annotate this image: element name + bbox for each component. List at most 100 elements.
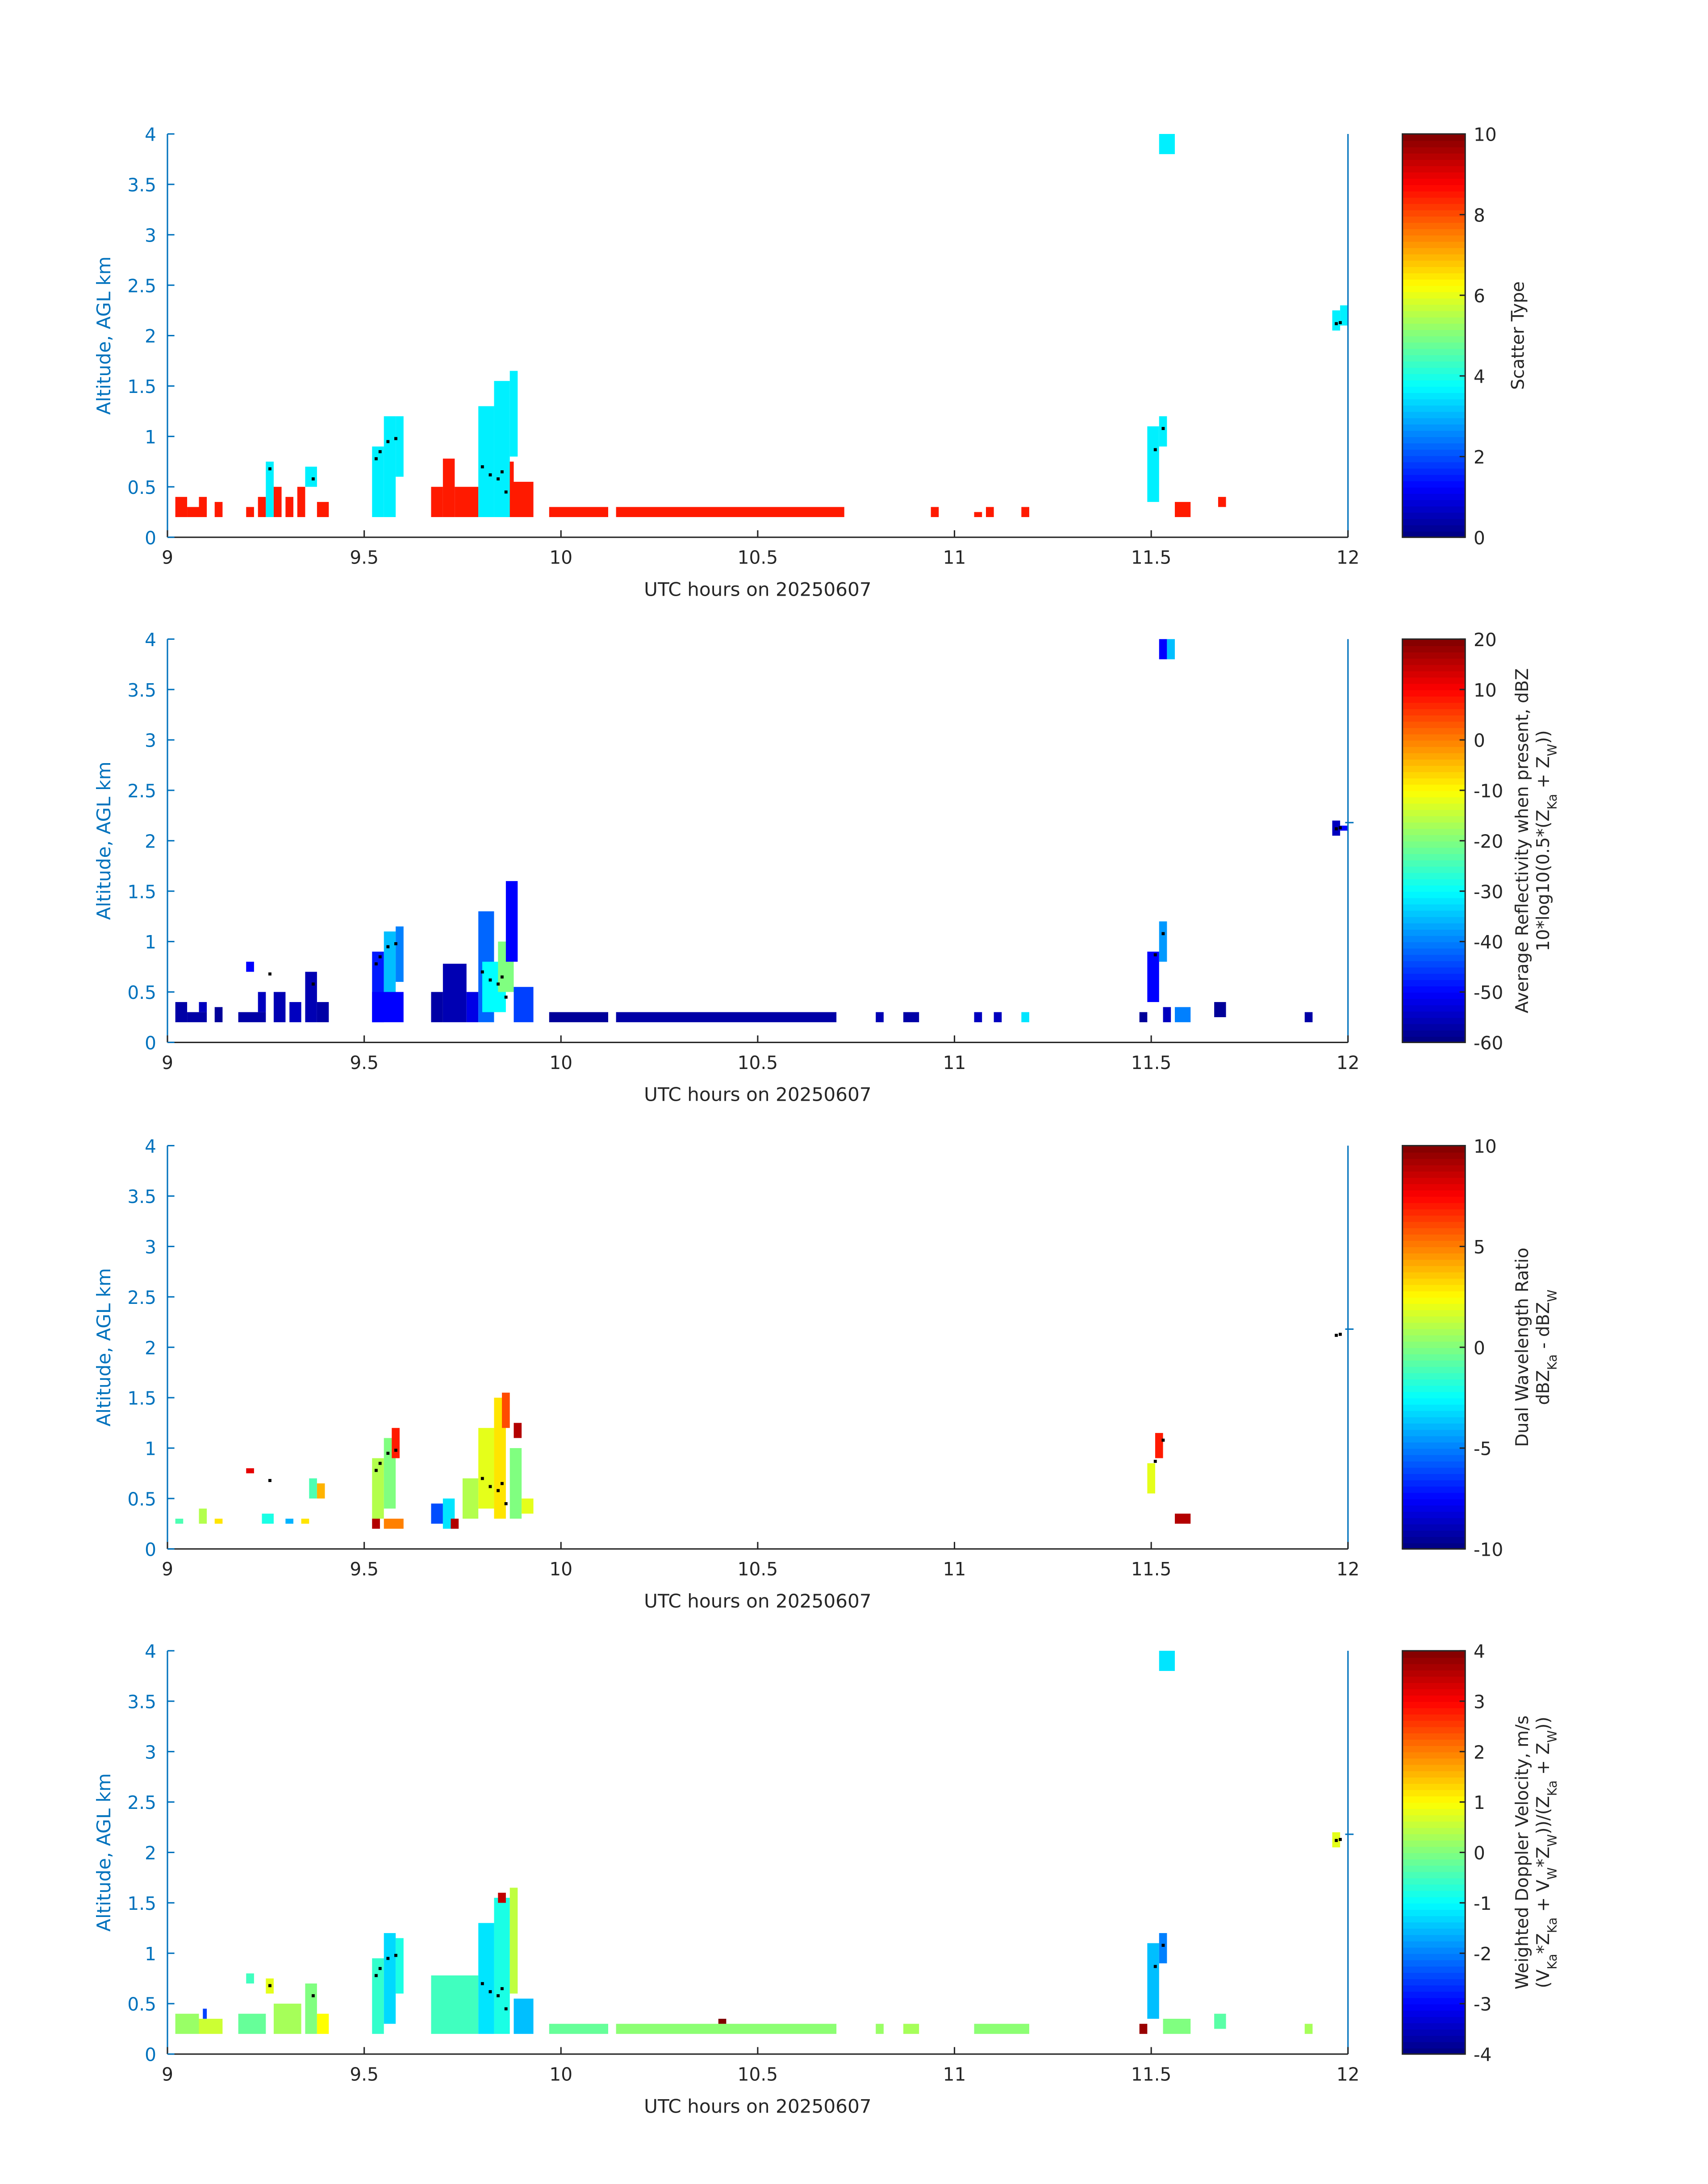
colorbar-swatch bbox=[1402, 897, 1466, 905]
heatmap-cell bbox=[1159, 1650, 1175, 1671]
colorbar-tick-label: 0 bbox=[1474, 1337, 1485, 1359]
y-tick-label: 4 bbox=[145, 1136, 156, 1157]
heatmap-cell bbox=[478, 1428, 494, 1509]
heatmap-cell bbox=[175, 497, 188, 517]
heatmap-cell bbox=[199, 1508, 207, 1524]
track-point bbox=[374, 1974, 378, 1977]
track-point bbox=[311, 477, 315, 480]
colorbar-tick-label: 3 bbox=[1474, 1691, 1485, 1712]
colorbar-swatch bbox=[1402, 1183, 1466, 1190]
y-tick-label: 2.5 bbox=[127, 275, 156, 296]
colorbar-swatch bbox=[1402, 1695, 1466, 1702]
y-tick-label: 4 bbox=[145, 1641, 156, 1662]
x-tick-label: 9.5 bbox=[350, 547, 379, 568]
track-point bbox=[394, 437, 397, 440]
colorbar-swatch bbox=[1402, 670, 1466, 678]
colorbar-swatch bbox=[1402, 1196, 1466, 1203]
x-tick-label: 11 bbox=[943, 1558, 966, 1580]
colorbar-tick-label: -60 bbox=[1474, 1032, 1503, 1054]
colorbar-swatch bbox=[1402, 645, 1466, 653]
track-point bbox=[1335, 322, 1338, 326]
heatmap-cell bbox=[1147, 426, 1159, 502]
colorbar-swatch bbox=[1402, 424, 1466, 431]
colorbar-swatch bbox=[1402, 828, 1466, 835]
track-point bbox=[504, 2007, 508, 2011]
heatmap-cell bbox=[1155, 1433, 1163, 1458]
y-tick-label: 2 bbox=[145, 1337, 156, 1359]
colorbar-swatch bbox=[1402, 1202, 1466, 1210]
track-point bbox=[311, 1994, 315, 1997]
colorbar-swatch bbox=[1402, 1663, 1466, 1670]
colorbar-swatch bbox=[1402, 1303, 1466, 1311]
x-tick-label: 11 bbox=[943, 547, 966, 568]
track-point bbox=[374, 962, 378, 966]
heatmap-cell bbox=[1167, 639, 1175, 660]
colorbar-swatch bbox=[1402, 1796, 1466, 1803]
heatmap-cell bbox=[285, 497, 293, 517]
colorbar-swatch bbox=[1402, 759, 1466, 766]
colorbar-swatch bbox=[1402, 740, 1466, 747]
colorbar-swatch bbox=[1402, 1385, 1466, 1392]
heatmap-cell bbox=[372, 446, 384, 517]
colorbar-swatch bbox=[1402, 304, 1466, 311]
colorbar-swatch bbox=[1402, 1814, 1466, 1822]
colorbar-swatch bbox=[1402, 474, 1466, 481]
heatmap-cell bbox=[317, 502, 329, 517]
colorbar-swatch bbox=[1402, 1921, 1466, 1929]
track-point bbox=[1153, 953, 1157, 956]
x-tick-label: 10.5 bbox=[738, 2063, 778, 2085]
colorbar-swatch bbox=[1402, 696, 1466, 703]
colorbar-swatch bbox=[1402, 222, 1466, 230]
colorbar-swatch bbox=[1402, 1896, 1466, 1904]
colorbar-swatch bbox=[1402, 310, 1466, 317]
colorbar-swatch bbox=[1402, 1284, 1466, 1291]
track-point bbox=[489, 978, 492, 982]
colorbar-swatch bbox=[1402, 1726, 1466, 1733]
colorbar-swatch bbox=[1402, 480, 1466, 488]
colorbar-swatch bbox=[1402, 455, 1466, 463]
x-tick-label: 9 bbox=[162, 1052, 173, 1073]
heatmap-cell bbox=[1163, 2018, 1191, 2034]
x-tick-label: 9 bbox=[162, 2063, 173, 2085]
y-tick-label: 0.5 bbox=[127, 982, 156, 1003]
heatmap-cell bbox=[175, 1519, 184, 1524]
colorbar-swatch bbox=[1402, 197, 1466, 204]
colorbar-swatch bbox=[1402, 860, 1466, 867]
colorbar-swatch bbox=[1402, 1852, 1466, 1860]
heatmap-cell bbox=[1214, 2013, 1226, 2029]
colorbar-swatch bbox=[1402, 822, 1466, 829]
x-tick-label: 10.5 bbox=[738, 1558, 778, 1580]
colorbar-swatch bbox=[1402, 1530, 1466, 1537]
colorbar-swatch bbox=[1402, 1707, 1466, 1715]
colorbar-swatch bbox=[1402, 468, 1466, 475]
colorbar-swatch bbox=[1402, 1745, 1466, 1753]
colorbar-swatch bbox=[1402, 1423, 1466, 1430]
colorbar-swatch bbox=[1402, 342, 1466, 349]
heatmap-cell bbox=[616, 2024, 837, 2034]
heatmap-cell bbox=[266, 461, 274, 517]
heatmap-cell bbox=[549, 1012, 608, 1023]
colorbar-swatch bbox=[1402, 1688, 1466, 1696]
colorbar-swatch bbox=[1402, 2004, 1466, 2011]
colorbar-swatch bbox=[1402, 1498, 1466, 1506]
colorbar-tick-label: -5 bbox=[1474, 1438, 1492, 1460]
heatmap-cell bbox=[317, 1483, 325, 1499]
y-tick-label: 2.5 bbox=[127, 1792, 156, 1813]
track-point bbox=[1339, 321, 1342, 324]
heatmap-cell bbox=[1021, 507, 1029, 517]
colorbar-swatch bbox=[1402, 216, 1466, 223]
colorbar-swatch bbox=[1402, 910, 1466, 917]
colorbar-swatch bbox=[1402, 1959, 1466, 1967]
colorbar-tick-label: -4 bbox=[1474, 2044, 1492, 2066]
colorbar-swatch bbox=[1402, 323, 1466, 330]
y-tick-label: 3.5 bbox=[127, 680, 156, 701]
track-point bbox=[500, 975, 504, 979]
heatmap-cell bbox=[1159, 134, 1175, 155]
colorbar-swatch bbox=[1402, 272, 1466, 280]
x-tick-label: 10.5 bbox=[738, 1052, 778, 1073]
colorbar-swatch bbox=[1402, 872, 1466, 880]
track-point bbox=[504, 995, 508, 999]
track-point bbox=[1153, 448, 1157, 451]
colorbar-tick-label: -50 bbox=[1474, 982, 1503, 1003]
